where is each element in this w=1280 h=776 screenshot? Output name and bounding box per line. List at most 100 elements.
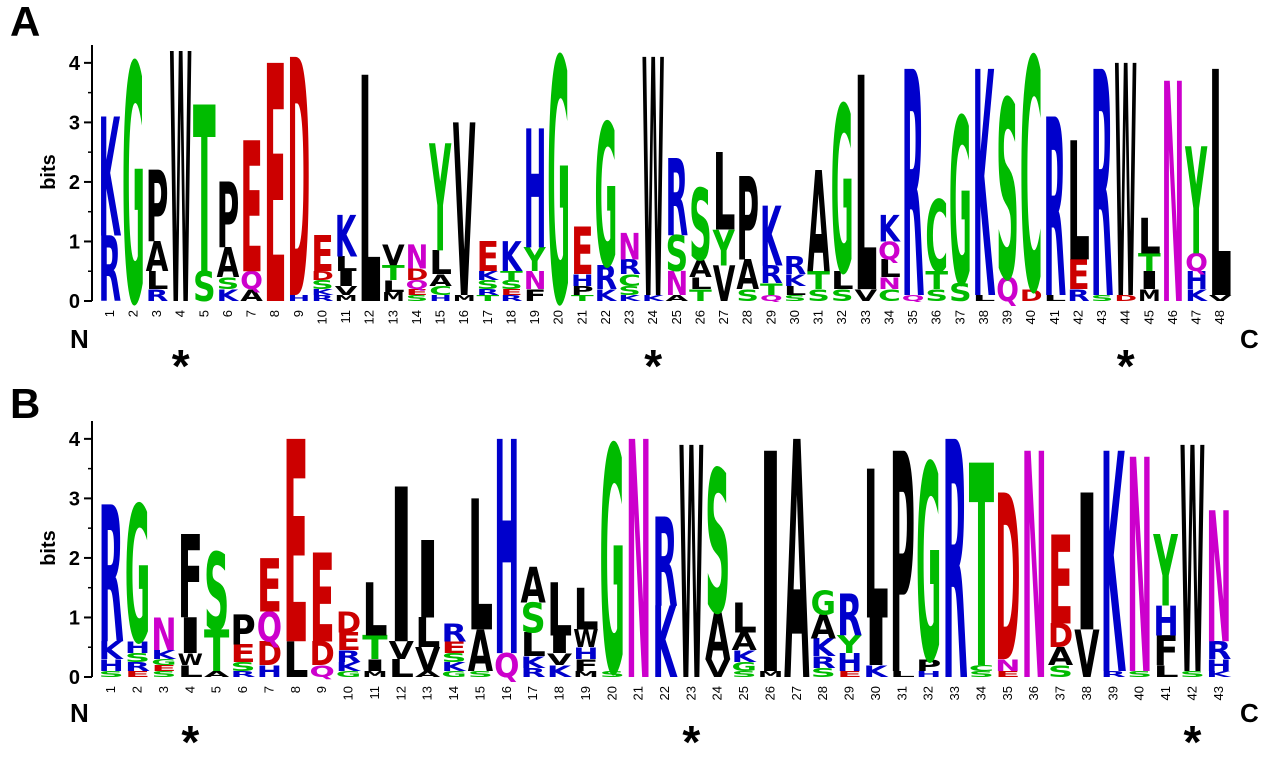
logo-letter: A	[240, 286, 263, 305]
y-tick-label: 1	[69, 231, 80, 253]
logo-letter: V	[389, 636, 415, 665]
logo-letter: P	[146, 152, 169, 265]
logo-letter: F	[573, 656, 598, 675]
logo-column: KRG	[595, 85, 618, 313]
logo-letter: N	[995, 656, 1020, 675]
logo-letter: H	[1206, 656, 1231, 675]
y-tick-label: 3	[69, 112, 80, 134]
position-labels-b: 1 2 3 4 5 6 7 8 9 10 11 12 13 14 15 16 17 18 19 20 21 22 23 24 2…	[103, 686, 1226, 700]
logo-letter: Y	[523, 242, 547, 279]
logo-letter: R	[784, 253, 807, 281]
logo-letter: P	[217, 165, 240, 269]
logo-letter: A	[736, 252, 759, 299]
logo-letter: L	[573, 576, 598, 643]
logo-letter: T	[760, 281, 783, 300]
logo-letter: S	[406, 294, 429, 303]
logo-column: SG	[949, 73, 972, 338]
logo-letter: G	[916, 410, 941, 723]
y-tick-label: 3	[69, 488, 80, 510]
logo-letter: S	[731, 670, 756, 680]
logo-letter: D	[1114, 293, 1137, 303]
logo-column: SR	[1091, 6, 1114, 368]
position-label: 23	[622, 310, 637, 324]
conservation-star: *	[644, 340, 662, 392]
position-label: 25	[736, 686, 751, 700]
logo-column: VAS	[705, 431, 731, 683]
position-label: 37	[952, 310, 967, 324]
logo-letter: K	[811, 633, 837, 662]
logo-letter: L	[713, 132, 736, 255]
logo-letter: S	[925, 286, 948, 305]
logo-letter: K	[595, 287, 618, 306]
position-label: 42	[1184, 686, 1199, 700]
position-label: 4	[173, 310, 188, 317]
position-label: 10	[341, 686, 356, 700]
conservation-star: *	[181, 716, 199, 768]
logo-letter: I	[1074, 457, 1099, 675]
logo-letter: E	[311, 226, 334, 283]
logo-letter: G	[441, 670, 466, 679]
logo-letter: H	[916, 670, 941, 680]
logo-letter: N	[878, 274, 901, 293]
logo-letter: C	[1020, 0, 1043, 365]
position-label: 25	[669, 310, 684, 324]
logo-letter: R	[652, 494, 677, 636]
logo-letter: L	[178, 662, 203, 681]
logo-letter: G	[811, 586, 836, 623]
logo-letter: Q	[902, 294, 925, 304]
position-label: 8	[267, 310, 282, 317]
logo-letter: R	[1067, 286, 1090, 305]
logo-letter: Y	[1153, 516, 1178, 630]
logo-letter: T	[969, 407, 994, 731]
panel-label-a: A	[10, 0, 40, 45]
logo-letter: S	[600, 670, 625, 680]
logo-letter: R	[1091, 6, 1114, 368]
logo-letter: Q	[406, 278, 429, 292]
logo-letter: S	[807, 286, 830, 305]
logo-letter: S	[230, 660, 255, 674]
position-label: 47	[1189, 310, 1204, 324]
position-label: 29	[763, 310, 778, 324]
logo-letter: L	[146, 267, 169, 295]
logo-letter: G	[151, 658, 176, 667]
logo-letter: L	[362, 567, 387, 653]
logo-letter: K	[98, 84, 121, 275]
position-label: 7	[261, 686, 276, 693]
logo-letter: R	[665, 139, 688, 262]
position-label: 33	[947, 686, 962, 700]
logo-letter: E	[441, 638, 466, 657]
logo-letter: T	[193, 59, 216, 326]
logo-column: SLG	[831, 61, 854, 326]
logo-letter: Q	[494, 648, 519, 686]
logo-letter: K	[973, 6, 996, 368]
logo-column: VL	[854, 18, 877, 359]
position-label: 43	[1094, 310, 1109, 324]
logo-letter: V	[705, 654, 731, 683]
logo-letter: R	[336, 648, 361, 667]
conservation-star: *	[172, 340, 190, 392]
y-tick-label: 2	[69, 548, 80, 570]
logo-letter: R	[1206, 636, 1231, 665]
logo-column: R	[942, 374, 967, 754]
logo-letter: T	[571, 294, 594, 303]
logo-letter: L	[1138, 209, 1161, 266]
logo-letter: A	[807, 143, 830, 305]
position-label: 28	[815, 686, 830, 700]
logo-letter: K	[547, 662, 573, 681]
logo-letter: G	[122, 0, 145, 379]
logo-letter: C	[618, 271, 641, 290]
n-terminus-label-b: N	[70, 698, 89, 728]
position-label: 32	[921, 686, 936, 700]
position-label: 4	[182, 686, 197, 693]
